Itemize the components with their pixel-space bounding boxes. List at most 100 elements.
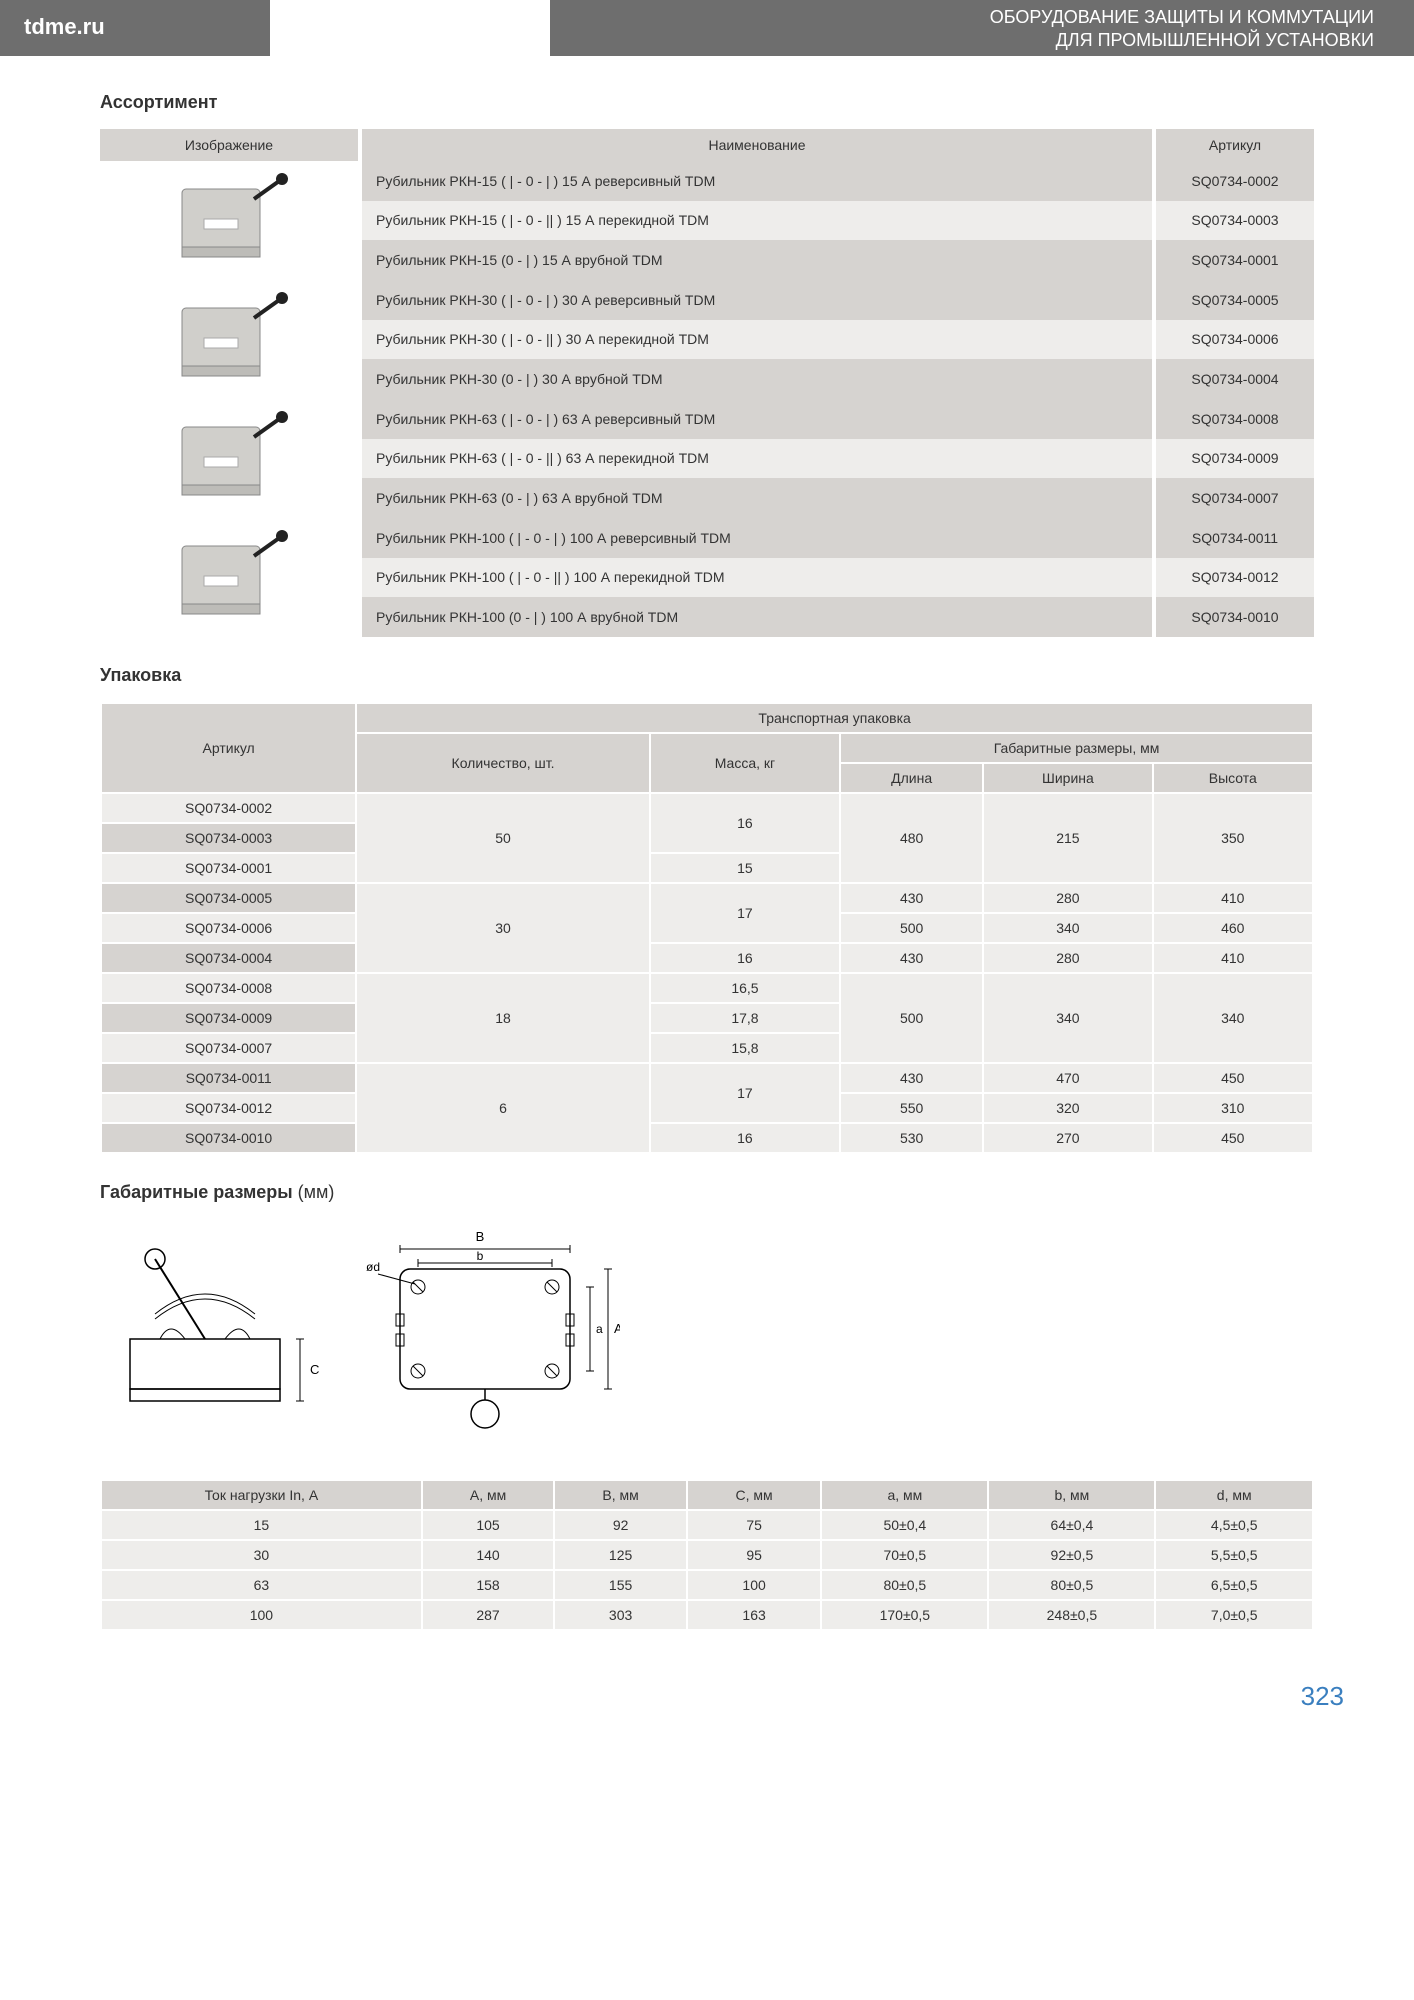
dimensions-unit: (мм)	[298, 1182, 335, 1202]
packaging-title: Упаковка	[100, 665, 1314, 686]
dims-cell: 100	[101, 1600, 422, 1630]
dims-header: B, мм	[554, 1480, 687, 1510]
packaging-cell: 17	[650, 883, 840, 943]
label-b: b	[477, 1249, 484, 1263]
pack-col-length: Длина	[840, 763, 983, 793]
dims-cell: 92±0,5	[988, 1540, 1155, 1570]
product-name: Рубильник РКН-63 ( | - 0 - | ) 63 А реве…	[360, 399, 1154, 439]
pack-col-dims: Габаритные размеры, мм	[840, 733, 1313, 763]
dims-row: 301401259570±0,592±0,55,5±0,5	[101, 1540, 1313, 1570]
packaging-cell: SQ0734-0001	[101, 853, 356, 883]
dims-cell: 100	[687, 1570, 821, 1600]
dims-cell: 70±0,5	[821, 1540, 988, 1570]
col-image: Изображение	[100, 129, 360, 161]
dims-header: d, мм	[1155, 1480, 1313, 1510]
product-sku: SQ0734-0010	[1154, 597, 1314, 637]
product-image	[100, 518, 360, 637]
dims-header: C, мм	[687, 1480, 821, 1510]
packaging-cell: 500	[840, 973, 983, 1063]
packaging-cell: 500	[840, 913, 983, 943]
packaging-cell: 15	[650, 853, 840, 883]
packaging-cell: 470	[983, 1063, 1152, 1093]
packaging-cell: 16,5	[650, 973, 840, 1003]
packaging-row: SQ0734-001016530270450	[101, 1123, 1313, 1153]
page-number: 323	[0, 1661, 1414, 1752]
packaging-cell: 16	[650, 1123, 840, 1153]
product-sku: SQ0734-0003	[1154, 201, 1314, 241]
product-sku: SQ0734-0012	[1154, 558, 1314, 598]
packaging-row: SQ0734-000416430280410	[101, 943, 1313, 973]
packaging-cell: 450	[1153, 1123, 1313, 1153]
dims-cell: 4,5±0,5	[1155, 1510, 1313, 1540]
pack-col-qty: Количество, шт.	[356, 733, 650, 793]
dims-cell: 6,5±0,5	[1155, 1570, 1313, 1600]
packaging-cell: 18	[356, 973, 650, 1063]
packaging-cell: SQ0734-0008	[101, 973, 356, 1003]
assortment-row: Рубильник РКН-100 ( | - 0 - | ) 100 А ре…	[100, 518, 1314, 558]
pack-col-mass: Масса, кг	[650, 733, 840, 793]
assortment-title: Ассортимент	[100, 92, 1314, 113]
dims-cell: 5,5±0,5	[1155, 1540, 1313, 1570]
dims-header: A, мм	[422, 1480, 555, 1510]
product-sku: SQ0734-0005	[1154, 280, 1314, 320]
packaging-cell: 15,8	[650, 1033, 840, 1063]
packaging-cell: SQ0734-0007	[101, 1033, 356, 1063]
product-sku: SQ0734-0001	[1154, 240, 1314, 280]
dims-cell: 80±0,5	[821, 1570, 988, 1600]
dims-row: 6315815510080±0,580±0,56,5±0,5	[101, 1570, 1313, 1600]
dims-row: 15105927550±0,464±0,44,5±0,5	[101, 1510, 1313, 1540]
assortment-row: Рубильник РКН-15 ( | - 0 - | ) 15 А реве…	[100, 161, 1314, 201]
dims-cell: 170±0,5	[821, 1600, 988, 1630]
packaging-cell: 17	[650, 1063, 840, 1123]
dims-cell: 303	[554, 1600, 687, 1630]
dims-cell: 50±0,4	[821, 1510, 988, 1540]
header-category: ОБОРУДОВАНИЕ ЗАЩИТЫ И КОММУТАЦИИ ДЛЯ ПРО…	[550, 0, 1414, 56]
packaging-cell: 410	[1153, 943, 1313, 973]
packaging-cell: 350	[1153, 793, 1313, 883]
packaging-cell: 430	[840, 1063, 983, 1093]
product-name: Рубильник РКН-63 (0 - | ) 63 А врубной T…	[360, 478, 1154, 518]
dims-header: a, мм	[821, 1480, 988, 1510]
packaging-row: SQ0734-0011617430470450	[101, 1063, 1313, 1093]
product-name: Рубильник РКН-100 (0 - | ) 100 А врубной…	[360, 597, 1154, 637]
dimensions-table: Ток нагрузки In, АA, ммB, ммC, ммa, ммb,…	[100, 1479, 1314, 1631]
pack-col-transport: Транспортная упаковка	[356, 703, 1313, 733]
top-view-diagram: B b a A ød	[360, 1219, 620, 1449]
dimension-diagrams: C B b	[100, 1219, 1314, 1449]
dims-header: b, мм	[988, 1480, 1155, 1510]
packaging-cell: 550	[840, 1093, 983, 1123]
col-name: Наименование	[360, 129, 1154, 161]
product-image	[100, 161, 360, 280]
dims-cell: 287	[422, 1600, 555, 1630]
packaging-cell: 270	[983, 1123, 1152, 1153]
dims-cell: 80±0,5	[988, 1570, 1155, 1600]
label-A: A	[614, 1321, 620, 1336]
product-sku: SQ0734-0004	[1154, 359, 1314, 399]
packaging-cell: 410	[1153, 883, 1313, 913]
dims-cell: 105	[422, 1510, 555, 1540]
dims-cell: 248±0,5	[988, 1600, 1155, 1630]
label-C: C	[310, 1362, 319, 1377]
label-a: a	[596, 1322, 603, 1336]
dims-cell: 7,0±0,5	[1155, 1600, 1313, 1630]
product-image	[100, 280, 360, 399]
packaging-cell: 430	[840, 883, 983, 913]
packaging-cell: 17,8	[650, 1003, 840, 1033]
packaging-cell: 280	[983, 883, 1152, 913]
packaging-cell: SQ0734-0010	[101, 1123, 356, 1153]
pack-col-sku: Артикул	[101, 703, 356, 793]
product-name: Рубильник РКН-100 ( | - 0 - || ) 100 А п…	[360, 558, 1154, 598]
dims-cell: 63	[101, 1570, 422, 1600]
label-d: ød	[366, 1260, 380, 1274]
product-name: Рубильник РКН-15 ( | - 0 - | ) 15 А реве…	[360, 161, 1154, 201]
product-name: Рубильник РКН-63 ( | - 0 - || ) 63 А пер…	[360, 439, 1154, 479]
packaging-cell: 50	[356, 793, 650, 883]
packaging-cell: 16	[650, 793, 840, 853]
page-header: tdme.ru ОБОРУДОВАНИЕ ЗАЩИТЫ И КОММУТАЦИИ…	[0, 0, 1414, 56]
packaging-cell: 340	[983, 913, 1152, 943]
packaging-cell: SQ0734-0009	[101, 1003, 356, 1033]
product-name: Рубильник РКН-30 ( | - 0 - | ) 30 А реве…	[360, 280, 1154, 320]
packaging-cell: 215	[983, 793, 1152, 883]
packaging-cell: 450	[1153, 1063, 1313, 1093]
packaging-row: SQ0734-00025016480215350	[101, 793, 1313, 823]
